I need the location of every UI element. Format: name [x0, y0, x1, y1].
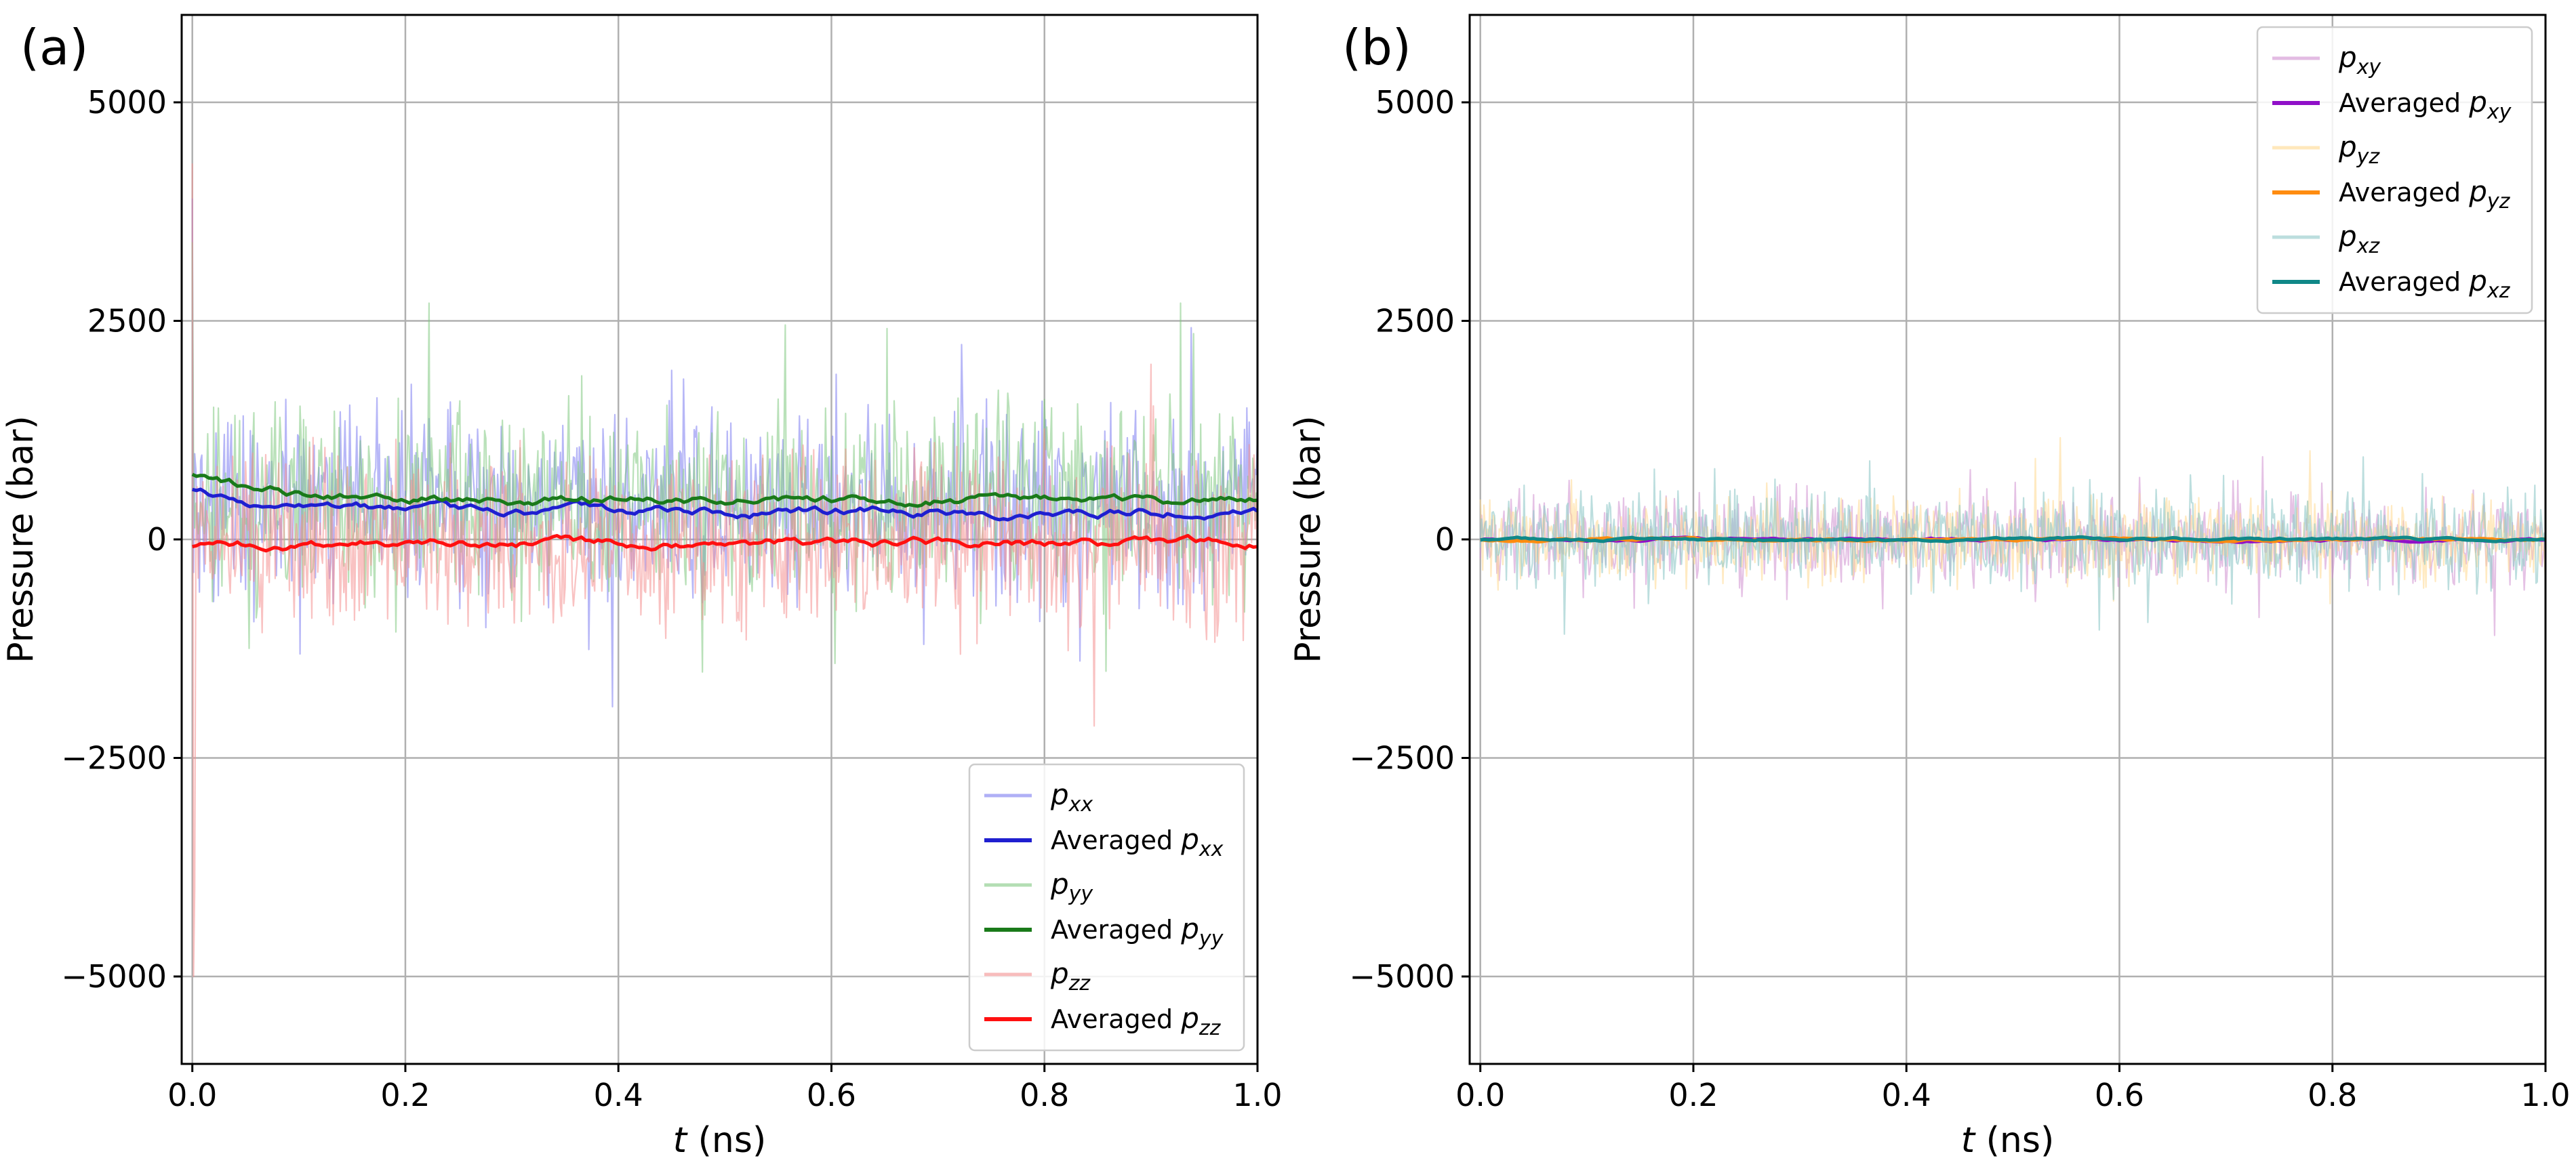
y-tick-label: −2500	[1349, 740, 1455, 777]
x-tick-label: 0.2	[380, 1077, 430, 1113]
legend-entry: Averaged pzz	[984, 1002, 1222, 1040]
legend-label: pxx	[1050, 778, 1093, 817]
legend-label: Averaged pxz	[2339, 264, 2511, 303]
y-tick-label: 5000	[1375, 84, 1455, 121]
legend-label: pyy	[1050, 867, 1093, 906]
y-axis-label: Pressure (bar)	[1, 415, 41, 663]
series-group	[1479, 436, 2545, 636]
y-tick-label: 2500	[1375, 303, 1455, 339]
x-axis-label: t (ns)	[673, 1120, 767, 1161]
panel-label: (b)	[1342, 19, 1411, 76]
legend-label: pzz	[1050, 957, 1091, 995]
series-p_zz	[191, 163, 1257, 978]
series-averaged-p_xx	[192, 487, 1257, 522]
legend: pxy Averaged pxy pyz Averaged pyz pxz Average…	[2256, 26, 2533, 314]
panel-label: (a)	[20, 19, 88, 76]
legend-label: pxy	[2338, 41, 2381, 79]
legend-entry: pzz	[984, 957, 1091, 995]
legend-label: pyz	[2338, 130, 2380, 169]
panel-b: 0.0 0.2 0.4 0.6 0.8 1.0 −5000 −2500 0 2500 5000 t (…	[1288, 14, 2571, 1161]
legend-entry: pyz	[2272, 130, 2380, 169]
legend-entry: Averaged pxy	[2272, 85, 2512, 124]
x-tick-label: 0.2	[1668, 1077, 1718, 1113]
x-tick-label: 0.4	[1882, 1077, 1931, 1113]
x-tick-label: 0.6	[2095, 1077, 2144, 1113]
legend-entry: pyy	[984, 867, 1093, 906]
y-tick-label: 2500	[87, 303, 167, 339]
legend-entry: Averaged pxz	[2272, 264, 2511, 303]
legend-label: pxz	[2338, 220, 2380, 258]
x-tick-label: 1.0	[2520, 1077, 2570, 1113]
legend-box	[968, 763, 1245, 1052]
series-averaged-p_xz	[1480, 535, 2545, 543]
x-tick-label: 1.0	[1232, 1077, 1282, 1113]
legend-entry: Averaged pxx	[984, 823, 1224, 861]
legend-entry: Averaged pyy	[984, 912, 1224, 951]
x-tick-label: 0.8	[1020, 1077, 1069, 1113]
series-group	[191, 163, 1257, 978]
legend-entry: pxy	[2272, 41, 2381, 79]
x-tick-label: 0.6	[807, 1077, 856, 1113]
y-tick-label: 0	[147, 521, 167, 558]
y-tick-label: −5000	[61, 958, 167, 995]
legend-entry: pxx	[984, 778, 1093, 817]
legend-box	[2256, 26, 2533, 314]
y-tick-label: −5000	[1349, 958, 1455, 995]
y-tick-label: 0	[1435, 521, 1455, 558]
x-tick-label: 0.8	[2308, 1077, 2357, 1113]
series-averaged-p_zz	[192, 533, 1257, 553]
y-tick-label: 5000	[87, 84, 167, 121]
x-tick-label: 0.0	[1455, 1077, 1505, 1113]
legend-entry: Averaged pyz	[2272, 175, 2511, 213]
legend-label: Averaged pxx	[1051, 823, 1224, 861]
x-tick-label: 0.4	[594, 1077, 643, 1113]
legend-label: Averaged pyz	[2339, 175, 2511, 213]
legend: pxx Averaged pxx pyy Averaged pyy pzz Average…	[968, 763, 1245, 1052]
series-p_yy	[191, 242, 1257, 673]
legend-label: Averaged pxy	[2339, 85, 2512, 124]
legend-label: Averaged pyy	[1051, 912, 1224, 951]
legend-entry: pxz	[2272, 220, 2380, 258]
y-axis-label: Pressure (bar)	[1288, 415, 1329, 663]
series-averaged-p_yy	[191, 472, 1257, 508]
x-tick-label: 0.0	[167, 1077, 217, 1113]
x-axis-label: t (ns)	[1961, 1120, 2055, 1161]
legend-label: Averaged pzz	[1051, 1002, 1222, 1040]
panel-a: 0.0 0.2 0.4 0.6 0.8 1.0 −5000 −2500 0 2500 5000 t (…	[1, 14, 1283, 1161]
y-tick-label: −2500	[61, 740, 167, 777]
